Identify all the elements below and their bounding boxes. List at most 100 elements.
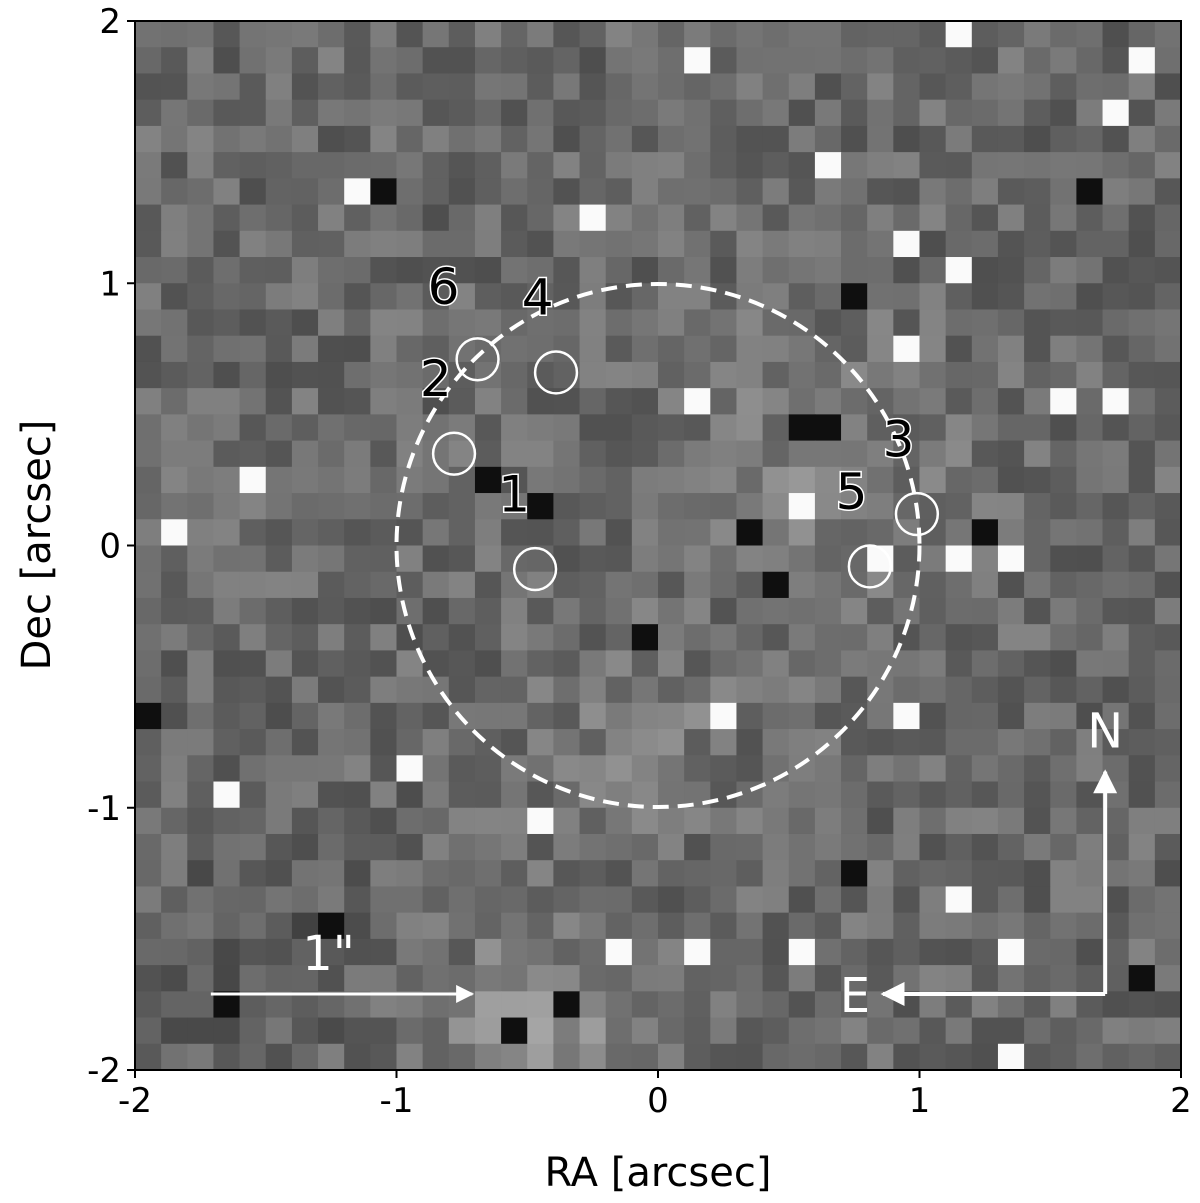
image-pixel — [814, 388, 842, 415]
image-pixel — [161, 781, 188, 809]
image-pixel — [762, 47, 790, 75]
image-pixel — [605, 73, 633, 101]
image-pixel — [318, 1017, 345, 1045]
image-pixel — [579, 597, 607, 625]
image-pixel — [579, 938, 607, 966]
image-pixel — [684, 965, 711, 992]
image-pixel — [265, 466, 293, 494]
image-pixel — [605, 21, 633, 48]
image-pixel — [474, 21, 502, 48]
image-pixel — [1076, 650, 1104, 678]
image-pixel — [1050, 650, 1077, 678]
image-pixel — [474, 125, 502, 153]
image-pixel — [1102, 702, 1130, 730]
image-pixel — [736, 466, 764, 494]
image-pixel — [553, 47, 581, 75]
image-pixel — [474, 99, 502, 127]
image-pixel — [945, 781, 973, 809]
image-pixel — [631, 519, 659, 547]
image-pixel — [265, 257, 293, 284]
image-pixel — [291, 309, 319, 337]
image-pixel — [291, 440, 319, 468]
image-pixel — [736, 335, 764, 363]
image-pixel — [318, 650, 345, 678]
image-pixel — [631, 99, 659, 127]
image-pixel — [631, 833, 659, 861]
image-pixel — [971, 702, 999, 730]
image-pixel — [762, 414, 790, 442]
image-pixel — [135, 230, 162, 258]
image-pixel — [710, 47, 738, 75]
image-pixel — [213, 204, 241, 232]
image-pixel — [919, 178, 947, 206]
image-pixel — [631, 702, 659, 730]
image-pixel — [370, 702, 398, 730]
image-pixel — [213, 938, 241, 966]
image-pixel — [658, 781, 685, 809]
image-pixel — [396, 912, 424, 940]
image-pixel — [684, 1043, 711, 1070]
image-pixel — [239, 650, 267, 678]
image-pixel — [919, 702, 947, 730]
image-pixel — [841, 47, 868, 75]
image-pixel — [684, 912, 711, 940]
image-pixel — [318, 912, 345, 940]
image-pixel — [1076, 886, 1104, 914]
image-pixel — [161, 257, 188, 284]
image-pixel — [631, 257, 659, 284]
image-pixel — [658, 860, 685, 888]
image-pixel — [448, 833, 476, 861]
image-pixel — [291, 545, 319, 573]
image-pixel — [1024, 99, 1051, 127]
image-pixel — [762, 283, 790, 311]
image-pixel — [841, 860, 868, 888]
image-pixel — [501, 230, 528, 258]
image-pixel — [370, 361, 398, 389]
image-pixel — [684, 466, 711, 494]
image-pixel — [370, 597, 398, 625]
image-pixel — [448, 466, 476, 494]
image-pixel — [1050, 519, 1077, 547]
image-pixel — [919, 361, 947, 389]
image-pixel — [788, 1017, 816, 1045]
image-pixel — [291, 73, 319, 101]
image-pixel — [1076, 125, 1104, 153]
image-pixel — [501, 73, 528, 101]
image-pixel — [553, 152, 581, 179]
image-pixel — [1050, 230, 1077, 258]
image-pixel — [971, 624, 999, 652]
image-pixel — [318, 755, 345, 783]
image-pixel — [291, 21, 319, 48]
image-pixel — [710, 729, 738, 756]
image-pixel — [1102, 729, 1130, 756]
image-pixel — [893, 125, 921, 153]
image-pixel — [867, 73, 894, 101]
image-pixel — [1102, 519, 1130, 547]
image-pixel — [841, 807, 868, 835]
image-pixel — [971, 781, 999, 809]
image-pixel — [527, 414, 554, 442]
image-pixel — [1128, 204, 1156, 232]
image-pixel — [736, 545, 764, 573]
image-pixel — [239, 545, 267, 573]
image-pixel — [1050, 781, 1077, 809]
image-pixel — [553, 755, 581, 783]
image-pixel — [841, 388, 868, 415]
image-pixel — [631, 466, 659, 494]
image-pixel — [187, 702, 215, 730]
image-pixel — [1102, 414, 1130, 442]
image-pixel — [579, 860, 607, 888]
image-pixel — [370, 860, 398, 888]
image-pixel — [344, 178, 371, 206]
image-pixel — [919, 466, 947, 494]
image-pixel — [762, 650, 790, 678]
image-pixel — [187, 204, 215, 232]
image-pixel — [971, 1017, 999, 1045]
image-pixel — [448, 519, 476, 547]
image-pixel — [971, 833, 999, 861]
image-pixel — [971, 361, 999, 389]
image-pixel — [1128, 912, 1156, 940]
image-pixel — [1024, 781, 1051, 809]
image-pixel — [501, 466, 528, 494]
image-pixel — [370, 1043, 398, 1070]
